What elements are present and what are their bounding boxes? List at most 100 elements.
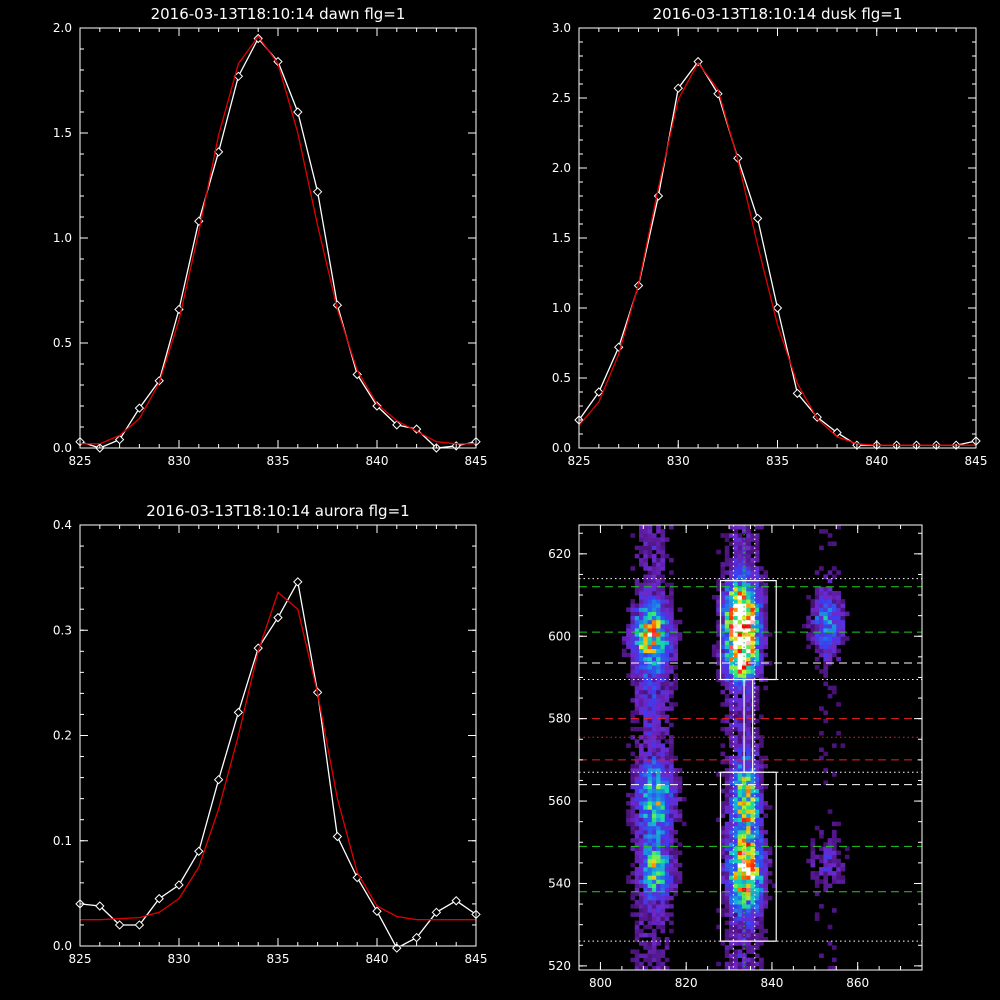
heatmap-cell: [651, 908, 657, 913]
heatmap-cell: [673, 871, 679, 876]
heatmap-cell: [823, 883, 829, 888]
heatmap-cell: [827, 628, 833, 633]
heatmap-cell: [656, 747, 661, 753]
heatmap-cell: [639, 763, 644, 769]
x-tick-label: 860: [846, 976, 869, 990]
heatmap-cell: [720, 562, 726, 567]
heatmap-cell: [639, 759, 644, 765]
y-tick-label: 0.3: [53, 623, 72, 637]
heatmap-cell: [626, 652, 631, 658]
heatmap-cell: [729, 780, 734, 785]
heatmap-cell: [720, 533, 726, 538]
y-tick-label: 0.5: [53, 336, 72, 350]
heatmap-cell: [763, 570, 769, 575]
heatmap-cell: [656, 644, 661, 650]
heatmap-cell: [754, 834, 760, 839]
heatmap-cell: [741, 623, 747, 629]
heatmap-cell: [724, 636, 730, 641]
heatmap-cell: [733, 854, 739, 860]
heatmap-cell: [651, 904, 657, 909]
heatmap-cell: [630, 912, 636, 917]
heatmap-cell: [737, 615, 743, 621]
heatmap-cell: [639, 628, 644, 633]
heatmap-cell: [647, 656, 653, 662]
heatmap-cell: [733, 850, 739, 856]
heatmap-cell: [754, 866, 760, 872]
heatmap-cell: [741, 652, 747, 658]
heatmap-cell: [630, 801, 636, 806]
heatmap-cell: [737, 862, 743, 868]
heatmap-cell: [647, 652, 653, 658]
heatmap-cell: [827, 842, 833, 847]
heatmap-cell: [643, 895, 648, 901]
heatmap-cell: [651, 866, 657, 872]
heatmap-cell: [634, 796, 640, 802]
heatmap-cell: [819, 607, 824, 612]
heatmap-cell: [664, 611, 670, 617]
heatmap-cell: [733, 710, 739, 715]
heatmap-cell: [759, 603, 764, 608]
heatmap-cell: [724, 829, 730, 835]
heatmap-cell: [750, 813, 756, 818]
heatmap-cell: [831, 834, 837, 839]
heatmap-cell: [737, 768, 743, 773]
heatmap-cell: [810, 632, 816, 637]
heatmap-cell: [634, 834, 640, 839]
heatmap-cell: [647, 706, 653, 711]
heatmap-cell: [819, 854, 824, 860]
heatmap-cell: [823, 846, 829, 851]
heatmap-cell: [656, 669, 661, 674]
heatmap-cell: [759, 792, 764, 798]
heatmap-cell: [814, 628, 820, 633]
heatmap-cell: [737, 685, 743, 691]
heatmap-cell: [733, 755, 739, 761]
heatmap-cell: [733, 858, 739, 864]
heatmap-cell: [669, 751, 674, 757]
heatmap-cell: [733, 743, 739, 748]
heatmap-cell: [673, 776, 679, 781]
heatmap-cell: [741, 673, 747, 678]
heatmap-cell: [681, 821, 687, 827]
heatmap-cell: [660, 924, 666, 930]
heatmap-cell: [630, 805, 636, 810]
heatmap-cell: [647, 759, 653, 765]
heatmap-cell: [746, 545, 751, 551]
heatmap-cell: [827, 941, 833, 946]
heatmap-cell: [664, 965, 670, 971]
heatmap-cell: [746, 780, 751, 785]
heatmap-cell: [651, 751, 657, 757]
y-tick-label: 600: [548, 629, 571, 643]
heatmap-cell: [660, 838, 666, 843]
heatmap-cell: [634, 792, 640, 798]
heatmap-cell: [767, 805, 773, 810]
heatmap-cell: [746, 796, 751, 802]
heatmap-cell: [750, 780, 756, 785]
heatmap-cell: [639, 595, 644, 600]
heatmap-cell: [767, 862, 773, 868]
heatmap-cell: [660, 850, 666, 856]
heatmap-cell: [630, 603, 636, 608]
heatmap-cell: [643, 619, 648, 625]
heatmap-cell: [759, 879, 764, 884]
heatmap-cell: [651, 883, 657, 888]
heatmap-cell: [651, 545, 657, 551]
heatmap-cell: [630, 533, 636, 538]
heatmap-cell: [664, 858, 670, 864]
heatmap-cell: [626, 817, 631, 823]
heatmap-cell: [639, 529, 644, 534]
heatmap-cell: [810, 846, 816, 851]
heatmap-cell: [750, 850, 756, 856]
heatmap-cell: [724, 932, 730, 938]
heatmap-cell: [669, 825, 674, 831]
heatmap-cell: [840, 607, 846, 612]
heatmap-cell: [746, 599, 751, 604]
heatmap-cell: [729, 957, 734, 963]
heatmap-cell: [673, 681, 679, 687]
heatmap-cell: [746, 788, 751, 794]
heatmap-cell: [724, 912, 730, 917]
heatmap-cell: [720, 875, 726, 880]
heatmap-cell: [836, 619, 841, 625]
heatmap-cell: [729, 813, 734, 818]
heatmap-cell: [733, 636, 739, 641]
heatmap-cell: [643, 838, 648, 843]
